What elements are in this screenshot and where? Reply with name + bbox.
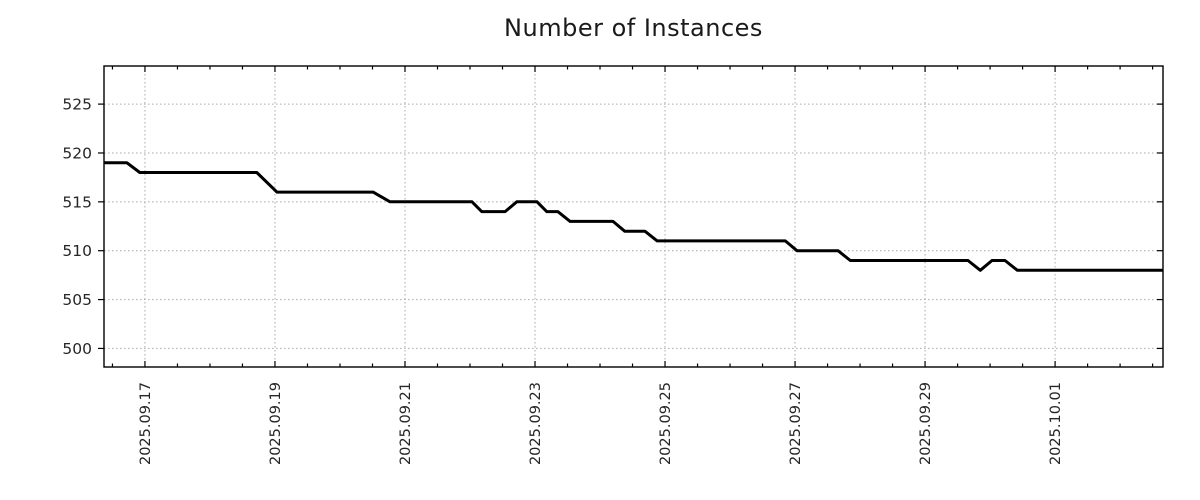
x-tick-label: 2025.09.19: [268, 382, 284, 465]
y-tick-label: 500: [62, 340, 92, 358]
x-tick-label: 2025.10.01: [1048, 382, 1064, 465]
y-tick-label: 510: [62, 242, 92, 260]
y-tick-label: 515: [62, 193, 92, 211]
series-line-instances: [104, 161, 1163, 272]
y-tick-label: 525: [62, 96, 92, 114]
x-tick-label: 2025.09.23: [528, 382, 544, 465]
x-tick-label: 2025.09.17: [138, 382, 154, 465]
x-tick-label: 2025.09.29: [918, 382, 934, 465]
y-tick-label: 505: [62, 291, 92, 309]
chart-title: Number of Instances: [504, 14, 763, 42]
y-tick-label: 520: [62, 144, 92, 162]
x-tick-label: 2025.09.27: [788, 382, 804, 465]
x-tick-label: 2025.09.25: [658, 382, 674, 465]
plot-frame: [103, 65, 1164, 368]
x-tick-label: 2025.09.21: [398, 382, 414, 465]
